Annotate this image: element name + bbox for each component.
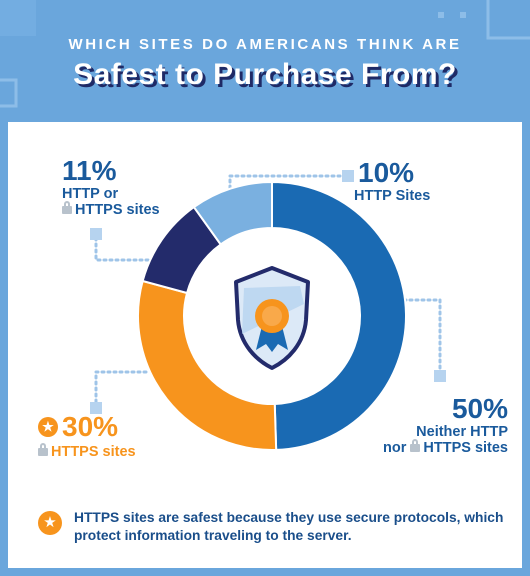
label-http-sites: 10% HTTP Sites <box>354 157 431 205</box>
footnote-text: HTTPS sites are safest because they use … <box>74 510 504 543</box>
label-https-sites: ★ 30% HTTPS sites <box>38 411 136 461</box>
leader-marker <box>342 170 354 182</box>
leader-marker <box>90 402 102 414</box>
caption-10-line1: HTTP Sites <box>354 187 431 204</box>
data-label-10: 10% <box>358 157 415 188</box>
page-title: Safest to Purchase From? <box>73 58 457 91</box>
caption-50-line1: Neither HTTP <box>416 423 508 440</box>
caption-30-line1: HTTPS sites <box>38 442 136 461</box>
label-neither: 50% Neither HTTP nor HTTPS sites <box>368 393 508 457</box>
caption-11-line2: HTTPS sites <box>62 200 160 219</box>
kicker-title: WHICH SITES DO AMERICANS THINK ARE <box>68 36 462 53</box>
star-icon: ★ <box>38 511 62 535</box>
header: WHICH SITES DO AMERICANS THINK ARE Safes… <box>0 0 530 118</box>
lock-icon <box>410 438 421 452</box>
leader-marker <box>434 370 446 382</box>
slice-neither <box>271 180 407 451</box>
caption-50-line2: nor HTTPS sites <box>383 438 508 456</box>
leader-line <box>94 370 148 410</box>
data-label-30: 30% <box>62 411 119 442</box>
leader-line <box>396 298 442 374</box>
data-label-11: 11% <box>62 155 117 186</box>
data-label-50: 50% <box>451 393 508 424</box>
lock-icon <box>38 442 48 456</box>
star-icon: ★ <box>38 417 58 438</box>
data-label-30-row: ★ 30% <box>38 411 136 443</box>
leader-marker <box>90 228 102 240</box>
label-http-or-https: 11% HTTP or HTTPS sites <box>62 155 160 219</box>
leader-line <box>94 230 150 262</box>
lock-icon <box>62 200 72 214</box>
slice-http <box>192 180 273 246</box>
caption-11-line1: HTTP or <box>62 185 119 202</box>
footnote: ★ HTTPS sites are safest because they us… <box>38 509 518 545</box>
shield-award-icon <box>234 266 310 370</box>
